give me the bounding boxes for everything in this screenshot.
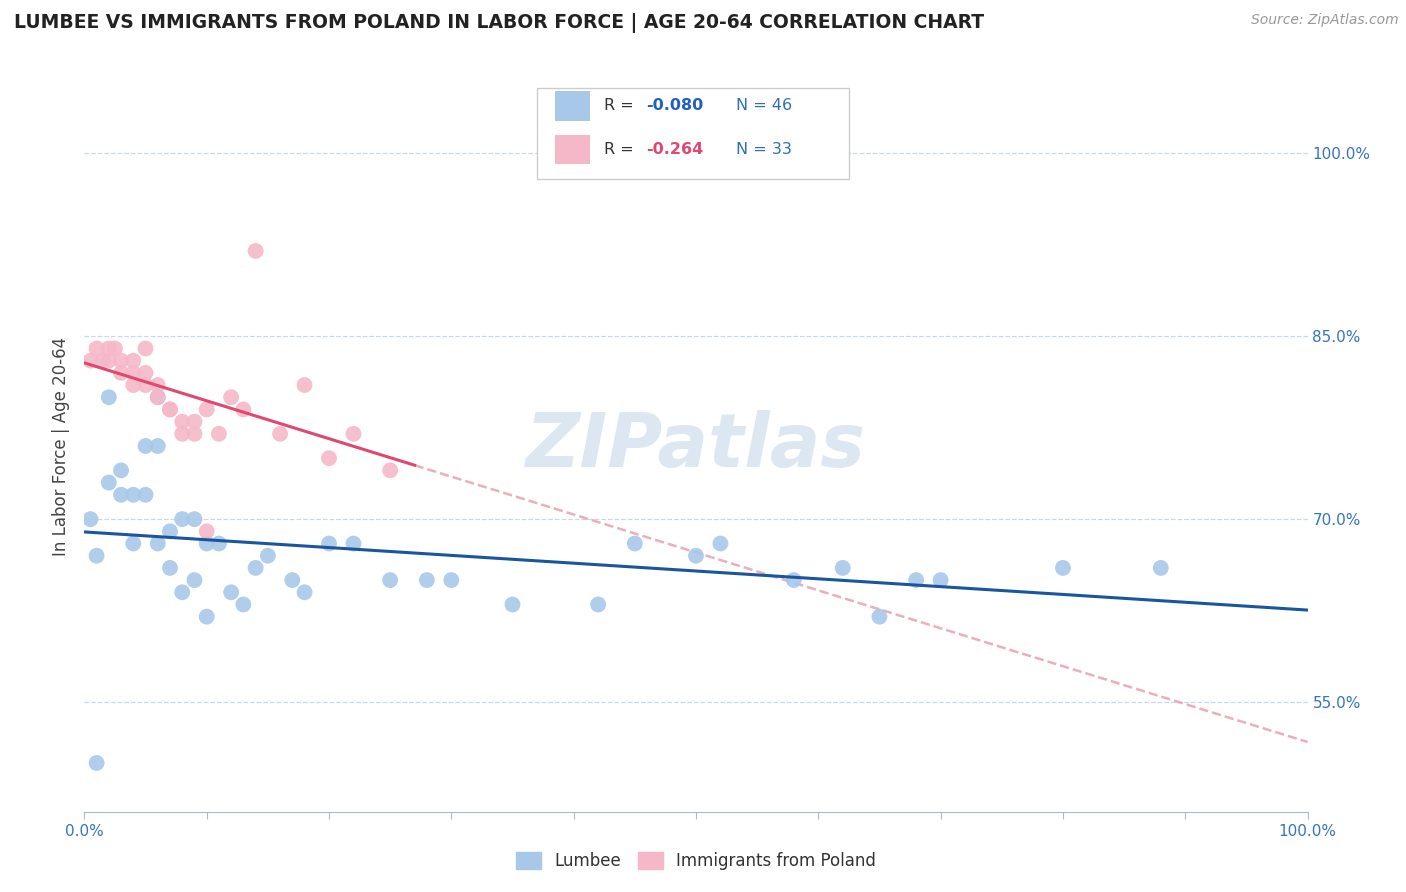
Point [281, 573, 304, 587]
Point [1150, 561, 1173, 575]
Point [172, 512, 194, 526]
Point [146, 439, 169, 453]
Point [709, 536, 731, 550]
Point [380, 573, 402, 587]
Point [159, 402, 181, 417]
Text: -0.080: -0.080 [645, 98, 703, 113]
Point [135, 488, 157, 502]
Point [318, 451, 340, 466]
Text: Source: ZipAtlas.com: Source: ZipAtlas.com [1251, 13, 1399, 28]
Point [97, 353, 120, 368]
Point [135, 366, 157, 380]
Point [685, 549, 707, 563]
Text: R =: R = [605, 142, 640, 157]
Point [502, 598, 524, 612]
Point [86, 549, 108, 563]
Point [342, 536, 364, 550]
Text: LUMBEE VS IMMIGRANTS FROM POLAND IN LABOR FORCE | AGE 20-64 CORRELATION CHART: LUMBEE VS IMMIGRANTS FROM POLAND IN LABO… [14, 13, 984, 33]
Point [195, 536, 218, 550]
Point [245, 561, 267, 575]
Point [586, 598, 609, 612]
Point [318, 536, 340, 550]
Point [172, 426, 194, 441]
Point [232, 598, 254, 612]
Point [219, 390, 242, 404]
Point [208, 536, 231, 550]
Y-axis label: In Labor Force | Age 20-64: In Labor Force | Age 20-64 [52, 336, 70, 556]
Point [869, 609, 891, 624]
Point [195, 609, 218, 624]
Point [257, 549, 280, 563]
Point [929, 573, 952, 587]
Point [146, 390, 169, 404]
Bar [555, 135, 589, 164]
Point [159, 561, 181, 575]
Point [245, 244, 267, 258]
Point [294, 378, 316, 392]
Point [232, 402, 254, 417]
Text: N = 46: N = 46 [737, 98, 793, 113]
Point [783, 573, 806, 587]
Point [208, 426, 231, 441]
Point [440, 573, 463, 587]
Point [135, 439, 157, 453]
Point [79, 512, 101, 526]
Text: ZIPatlas: ZIPatlas [526, 409, 866, 483]
Text: N = 33: N = 33 [737, 142, 792, 157]
Point [79, 353, 101, 368]
Point [86, 756, 108, 770]
Point [110, 488, 132, 502]
Point [122, 366, 145, 380]
Point [146, 378, 169, 392]
Point [110, 366, 132, 380]
Point [1052, 561, 1074, 575]
Point [159, 524, 181, 539]
Point [416, 573, 439, 587]
Legend: Lumbee, Immigrants from Poland: Lumbee, Immigrants from Poland [509, 845, 883, 877]
Point [195, 524, 218, 539]
Point [380, 463, 402, 477]
Point [122, 536, 145, 550]
Point [91, 353, 114, 368]
Point [219, 585, 242, 599]
Point [110, 463, 132, 477]
Point [172, 585, 194, 599]
Point [183, 512, 205, 526]
Point [183, 426, 205, 441]
Point [195, 402, 218, 417]
Point [146, 390, 169, 404]
Text: R =: R = [605, 98, 640, 113]
Point [104, 342, 127, 356]
Text: -0.264: -0.264 [645, 142, 703, 157]
Point [172, 415, 194, 429]
Point [97, 342, 120, 356]
Point [135, 342, 157, 356]
Point [97, 475, 120, 490]
Point [122, 353, 145, 368]
Point [831, 561, 853, 575]
Point [97, 390, 120, 404]
Point [146, 536, 169, 550]
FancyBboxPatch shape [537, 87, 849, 179]
Point [86, 342, 108, 356]
Point [905, 573, 928, 587]
Point [269, 426, 291, 441]
Point [342, 426, 364, 441]
Point [122, 378, 145, 392]
Point [135, 378, 157, 392]
Point [159, 402, 181, 417]
Point [122, 488, 145, 502]
Point [183, 415, 205, 429]
Point [294, 585, 316, 599]
Point [624, 536, 647, 550]
Bar [555, 91, 589, 120]
Point [110, 353, 132, 368]
Point [183, 573, 205, 587]
